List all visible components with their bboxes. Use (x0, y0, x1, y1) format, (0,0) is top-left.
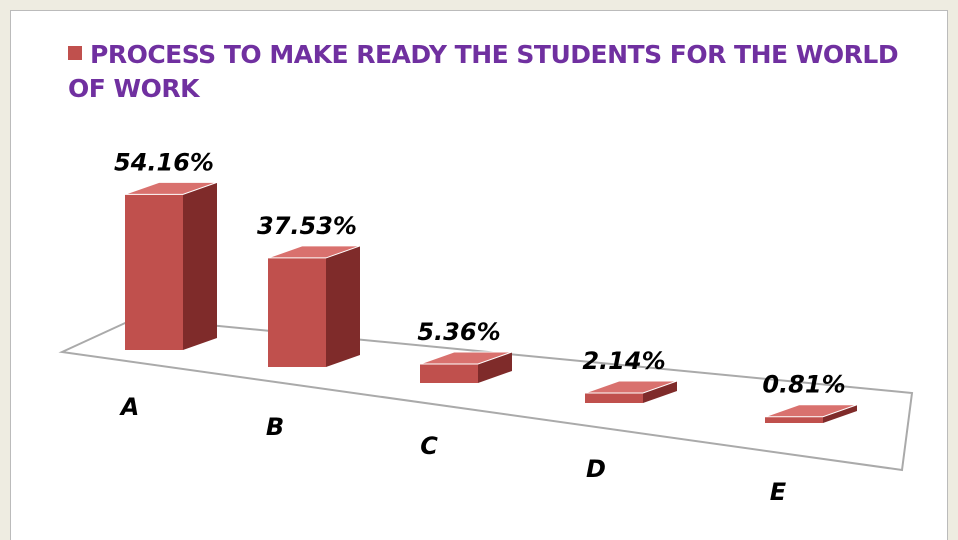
bar-top (124, 181, 218, 195)
bar-side (823, 404, 857, 423)
bar-front (585, 393, 643, 403)
bar-side (478, 351, 512, 383)
x-tick-label: D (586, 455, 606, 483)
bar-top (419, 351, 513, 365)
bar (584, 380, 678, 403)
bar-front (268, 257, 326, 367)
x-tick-label: C (420, 432, 438, 460)
legend-swatch (68, 46, 82, 60)
bar (124, 181, 218, 350)
bar (764, 404, 858, 423)
bar-side (643, 381, 677, 403)
bar-side (183, 182, 217, 350)
value-label: 2.14% (582, 347, 665, 375)
x-tick-label: E (770, 478, 787, 506)
bar-top (764, 404, 858, 418)
bar (267, 245, 361, 367)
legend-label: PROCESS TO MAKE READY THE STUDENTS FOR T… (68, 40, 899, 103)
bar-front (765, 416, 823, 423)
bar-front (125, 194, 183, 350)
value-label: 54.16% (114, 148, 214, 176)
value-label: 0.81% (762, 371, 845, 399)
bar-top (584, 380, 678, 394)
x-tick-label: A (119, 393, 140, 421)
bar (419, 351, 513, 383)
bar-top (267, 245, 361, 259)
bar-side (326, 245, 360, 367)
x-tick-label: B (266, 413, 284, 441)
value-label: 5.36% (417, 318, 500, 346)
value-label: 37.53% (257, 212, 357, 240)
legend: PROCESS TO MAKE READY THE STUDENTS FOR T… (68, 38, 928, 106)
bar-front (420, 363, 478, 383)
